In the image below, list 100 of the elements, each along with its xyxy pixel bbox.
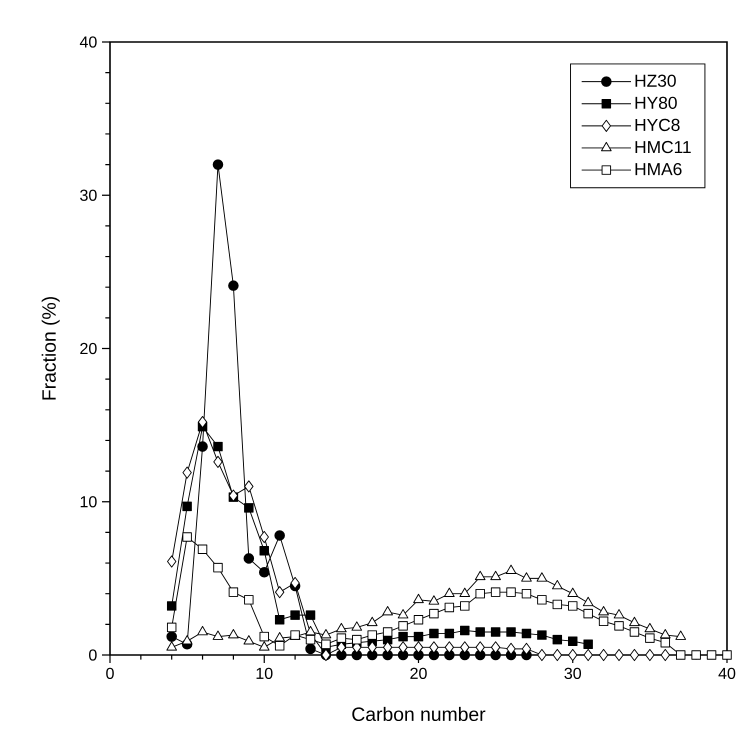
point [460, 601, 470, 611]
point [213, 442, 223, 452]
point [506, 587, 516, 597]
point [552, 634, 562, 644]
point [429, 608, 439, 618]
legend-label: HY80 [636, 96, 677, 109]
point [351, 621, 362, 631]
point [568, 601, 578, 611]
point [228, 490, 238, 502]
point [336, 622, 347, 632]
point [182, 502, 192, 512]
y-tick-label: 40 [80, 36, 97, 48]
point [536, 572, 548, 582]
legend-label: HYC8 [636, 118, 680, 132]
point [568, 648, 578, 662]
legend-label: HMA6 [636, 162, 682, 176]
x-tick-label: 20 [410, 668, 427, 680]
point [212, 159, 224, 170]
point [167, 555, 176, 568]
point [368, 641, 377, 654]
point [490, 627, 500, 637]
point [213, 562, 223, 572]
point [367, 630, 377, 640]
point [414, 632, 424, 642]
point [676, 650, 686, 660]
point [414, 615, 424, 624]
x-tick-label: 0 [106, 668, 114, 680]
point [660, 629, 671, 638]
point [660, 638, 670, 648]
point [260, 546, 269, 556]
point [567, 588, 578, 597]
point [212, 630, 224, 640]
point [444, 602, 454, 612]
point [490, 641, 500, 654]
y-tick-label: 30 [80, 190, 97, 201]
point [706, 650, 716, 660]
point [198, 416, 208, 428]
point [290, 610, 300, 620]
point [444, 641, 454, 654]
y-tick-label: 10 [80, 496, 97, 508]
point [198, 544, 208, 554]
point [258, 641, 270, 651]
point [490, 570, 501, 580]
point [552, 600, 562, 610]
point [336, 633, 346, 643]
point [521, 572, 532, 582]
point [274, 632, 285, 642]
point [644, 622, 656, 632]
point [305, 626, 316, 636]
point [522, 588, 532, 598]
point [336, 641, 346, 654]
point [258, 566, 270, 578]
point [290, 576, 300, 590]
point [691, 650, 701, 660]
point [598, 606, 609, 616]
point [537, 648, 547, 662]
point [352, 634, 362, 644]
point [444, 588, 455, 597]
point [645, 648, 655, 662]
point [582, 596, 594, 606]
point [429, 641, 439, 654]
point [274, 530, 285, 541]
point [552, 580, 563, 590]
point [490, 587, 500, 597]
x-tick-label: 40 [718, 668, 736, 680]
point [228, 629, 239, 638]
point [382, 627, 392, 637]
point [675, 630, 686, 640]
point [366, 616, 378, 626]
point [506, 564, 516, 574]
point [305, 644, 316, 654]
point [414, 641, 424, 654]
point [614, 648, 624, 662]
point [537, 595, 547, 605]
point [522, 628, 532, 638]
point [260, 632, 269, 642]
point [244, 503, 254, 513]
point [398, 641, 408, 654]
point [244, 553, 254, 564]
point [306, 610, 316, 620]
point [197, 441, 208, 452]
point [166, 622, 176, 632]
x-axis-title: Carbon number [352, 706, 486, 722]
point [722, 650, 732, 660]
point [474, 570, 486, 580]
point [244, 635, 254, 644]
point [166, 641, 178, 651]
point [398, 632, 408, 642]
point [382, 641, 392, 654]
point [413, 594, 424, 604]
y-tick-label: 0 [89, 649, 97, 661]
point [429, 628, 439, 638]
point [475, 588, 485, 598]
point [476, 641, 485, 654]
point [228, 587, 238, 597]
point [244, 480, 254, 492]
point [598, 616, 608, 626]
legend-label: HZ30 [636, 74, 676, 87]
point [614, 621, 624, 631]
point [475, 627, 485, 637]
